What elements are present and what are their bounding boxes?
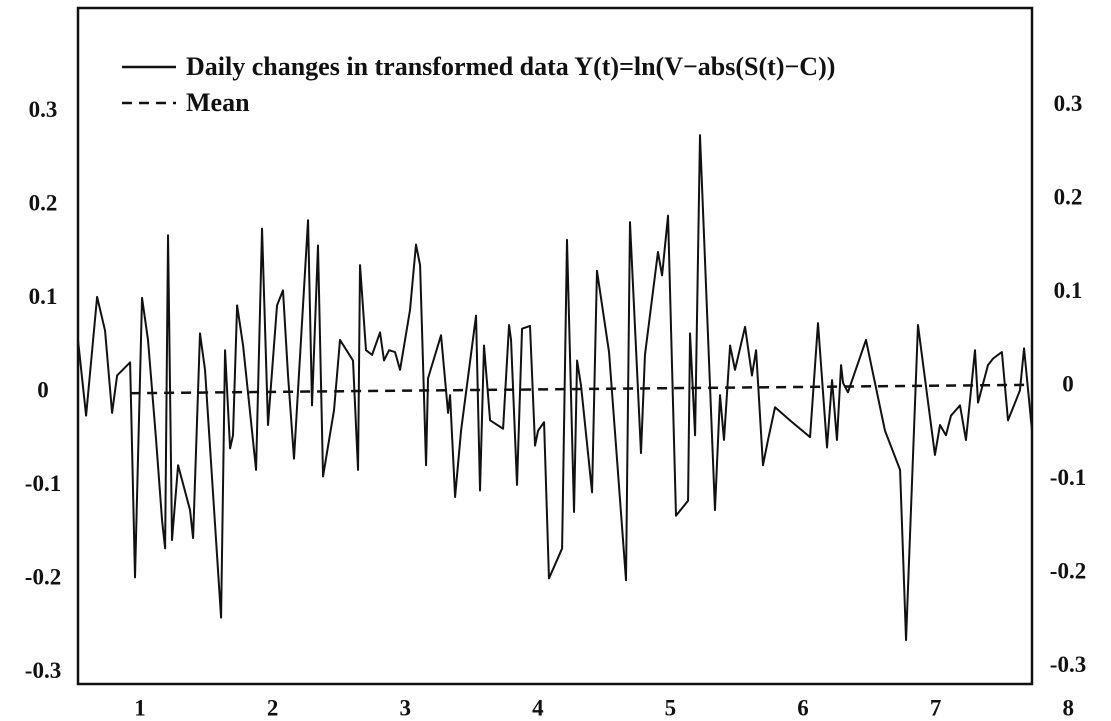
y-tick-label: -0.1 <box>25 471 61 496</box>
y-tick-label: 0.1 <box>29 284 58 309</box>
y2-tick-label: 0.1 <box>1054 278 1083 303</box>
x-tick-label: 3 <box>399 695 411 720</box>
legend-label: Daily changes in transformed data Y(t)=l… <box>186 52 835 81</box>
y2-tick-label: -0.3 <box>1050 652 1086 677</box>
x-tick-label: 6 <box>797 695 809 720</box>
y2-tick-label: 0.2 <box>1054 185 1083 210</box>
x-tick-label: 8 <box>1062 695 1074 720</box>
y-tick-label: -0.2 <box>25 565 61 590</box>
y-tick-label: 0.2 <box>29 191 58 216</box>
y2-tick-label: -0.1 <box>1050 465 1086 490</box>
x-tick-label: 5 <box>665 695 677 720</box>
x-tick-label: 1 <box>134 695 146 720</box>
y2-tick-label: 0 <box>1062 372 1074 397</box>
x-tick-label: 2 <box>267 695 279 720</box>
data-line <box>130 383 1033 395</box>
y-tick-label: -0.3 <box>25 658 61 683</box>
y2-tick-label: 0.3 <box>1054 91 1083 116</box>
legend-label: Mean <box>186 88 250 117</box>
y-tick-label: 0 <box>37 378 49 403</box>
x-tick-label: 4 <box>532 695 544 720</box>
y-tick-label: 0.3 <box>29 97 58 122</box>
x-tick-label: 7 <box>930 695 942 720</box>
data-line <box>77 134 1033 642</box>
y2-tick-label: -0.2 <box>1050 559 1086 584</box>
